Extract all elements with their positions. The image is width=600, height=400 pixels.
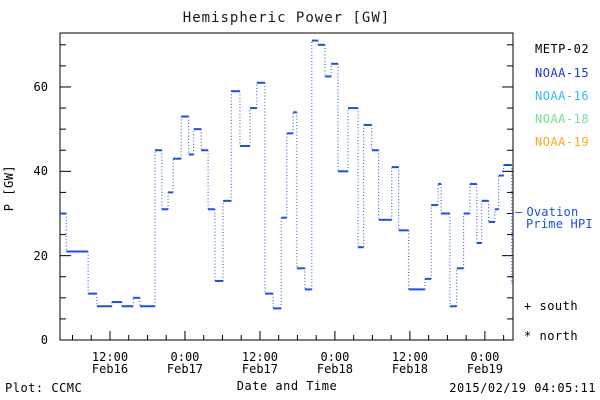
y-tick-label: 60 [33,79,48,94]
plot-frame [59,32,514,341]
y-tick-label: 40 [33,164,48,179]
ovation-label-line1: Ovation [526,205,579,219]
x-tick-time-label: 0:00 [470,350,500,364]
plot-timestamp: 2015/02/19 04:05:11 [449,381,596,395]
legend-item-noaa16: NOAA-16 [535,89,590,103]
legend-item-noaa18: NOAA-18 [535,112,590,126]
ovation-prime-hpi-legend: — Ovation Prime HPI [515,206,599,230]
x-tick-date-label: Feb16 [91,362,129,376]
ovation-label-line2: Prime HPI [526,217,593,231]
y-tick-label: 0 [40,333,48,347]
line-style-sample-icon: — [515,205,523,219]
x-tick-time-label: 12:00 [391,350,428,364]
x-tick-time-label: 0:00 [170,350,200,364]
plot-source-label: Plot: CCMC [5,381,83,395]
x-tick-time-label: 12:00 [91,350,129,364]
chart-title: Hemispheric Power [GW] [182,10,391,26]
north-marker-legend: * north [524,329,594,343]
x-tick-date-label: Feb18 [316,362,353,376]
x-axis-label: Date and Time [236,379,338,393]
legend-item-noaa19: NOAA-19 [535,135,590,149]
asterisk-marker-icon: * [524,329,532,343]
x-tick-date-label: Feb19 [466,362,503,376]
y-tick-label: 20 [33,248,48,263]
legend-item-noaa15: NOAA-15 [535,66,590,80]
legend-item-metp02: METP-02 [535,42,590,56]
x-tick-date-label: Feb18 [391,362,428,376]
y-axis-label: P [GW] [2,164,16,212]
plus-marker-icon: + [524,299,532,313]
x-tick-date-label: Feb17 [241,362,278,376]
north-marker-label: north [539,329,579,343]
south-marker-label: south [539,299,579,313]
south-marker-legend: + south [524,299,594,313]
x-tick-time-label: 0:00 [320,350,350,364]
x-tick-time-label: 12:00 [241,350,278,364]
x-tick-date-label: Feb17 [166,362,204,376]
